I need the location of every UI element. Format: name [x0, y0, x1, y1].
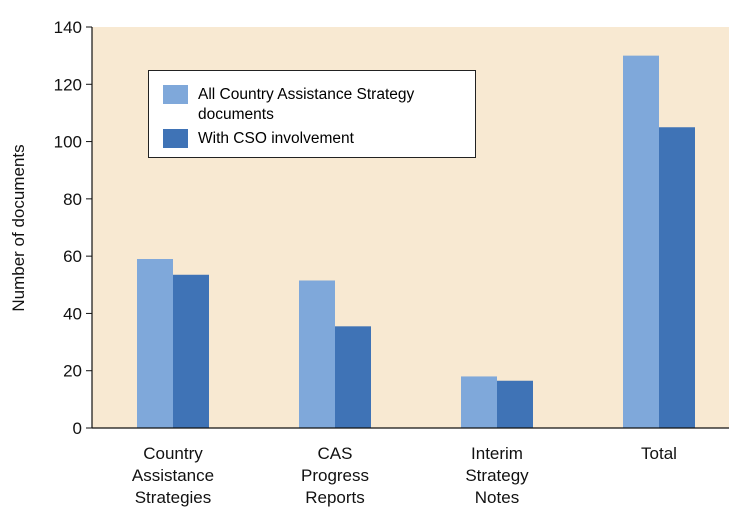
legend-swatch — [163, 129, 188, 148]
legend-swatch — [163, 85, 188, 104]
legend-label: With CSO involvement — [198, 130, 354, 147]
x-tick-label: Reports — [305, 488, 365, 507]
y-tick-label: 40 — [63, 304, 82, 323]
bar — [623, 55, 659, 429]
bar — [335, 326, 371, 428]
x-tick-label: Interim — [471, 444, 523, 463]
y-tick-label: 0 — [73, 419, 82, 438]
bar — [659, 127, 695, 428]
y-axis-label: Number of documents — [9, 144, 28, 311]
x-tick-label: Notes — [475, 488, 519, 507]
x-tick-label: Total — [641, 444, 677, 463]
bar — [299, 280, 335, 428]
bar — [461, 376, 497, 428]
y-tick-label: 100 — [54, 133, 82, 152]
x-tick-label: Assistance — [132, 466, 214, 485]
y-tick-label: 20 — [63, 362, 82, 381]
x-tick-label: Country — [143, 444, 203, 463]
x-tick-label: Strategies — [135, 488, 212, 507]
y-tick-label: 120 — [54, 75, 82, 94]
legend: All Country Assistance Strategy document… — [148, 70, 476, 158]
y-tick-label: 140 — [54, 18, 82, 37]
y-tick-label: 60 — [63, 247, 82, 266]
x-tick-label: Progress — [301, 466, 369, 485]
x-tick-label: CAS — [318, 444, 353, 463]
legend-label: All Country Assistance Strategy document… — [198, 86, 415, 123]
x-tick-label: Strategy — [465, 466, 529, 485]
legend-entry: With CSO involvement — [163, 129, 465, 149]
bar — [173, 274, 209, 428]
bar — [497, 380, 533, 428]
legend-entry: All Country Assistance Strategy document… — [163, 85, 465, 125]
y-tick-label: 80 — [63, 190, 82, 209]
bar — [137, 259, 173, 428]
